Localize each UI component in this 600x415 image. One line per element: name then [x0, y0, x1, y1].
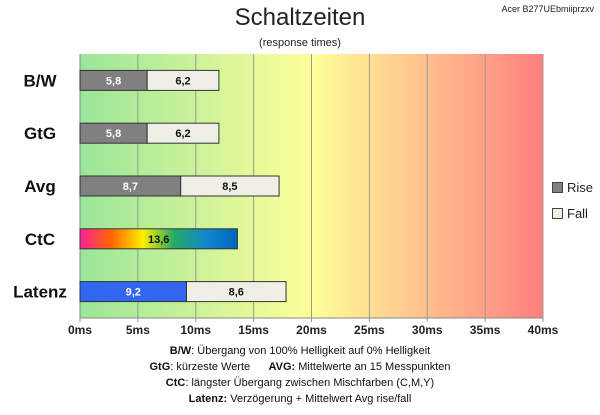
- legend-rise-label: Rise: [567, 180, 594, 195]
- bar-fall: [180, 175, 280, 197]
- category-label: Avg: [24, 177, 56, 196]
- x-tick-label: 25ms: [354, 323, 385, 337]
- x-tick-label: 0ms: [68, 323, 92, 337]
- category-label: CtC: [25, 230, 55, 249]
- bar-label-ctc: 13,6: [148, 234, 169, 246]
- x-tick-label: 20ms: [296, 323, 327, 337]
- x-tick-label: 15ms: [238, 323, 269, 337]
- legend-fall-label: Fall: [567, 206, 588, 221]
- bar-label-rise: 5,8: [106, 75, 121, 87]
- x-tick-label: 40ms: [528, 323, 559, 337]
- bar-fall: [146, 122, 220, 144]
- category-label: Latenz: [13, 283, 67, 302]
- legend-fall-swatch: [552, 208, 563, 219]
- note-latenz-text: Verzögerung + Mittelwert Avg rise/fall: [227, 393, 412, 405]
- note-latenz: Latenz: Verzögerung + Mittelwert Avg ris…: [0, 391, 600, 407]
- note-ctc: CtC: längster Übergang zwischen Mischfar…: [0, 375, 600, 391]
- x-tick-label: 5ms: [126, 323, 150, 337]
- note-bw: B/W: Übergang von 100% Helligkeit auf 0%…: [0, 343, 600, 359]
- bar-label-rise: 8,7: [123, 181, 138, 193]
- note-ctc-key: CtC: [165, 377, 186, 389]
- x-tick-label: 10ms: [180, 323, 211, 337]
- note-gtg-avg: GtG: kürzeste Werte AVG: Mittelwerte an …: [0, 359, 600, 375]
- note-ctc-text: : längster Übergang zwischen Mischfarben…: [185, 377, 435, 389]
- chart-notes: B/W: Übergang von 100% Helligkeit auf 0%…: [0, 343, 600, 407]
- note-gtg-key: GtG: [149, 361, 171, 373]
- note-bw-key: B/W: [169, 345, 192, 357]
- bar-label-fall: 8,5: [222, 181, 237, 193]
- note-gtg-text: : kürzeste Werte: [170, 361, 251, 373]
- bar-label-fall: 8,6: [229, 287, 244, 299]
- bar-label-fall: 6,2: [175, 75, 190, 87]
- monitor-model: Acer B277UEbmiiprzxv: [501, 4, 594, 14]
- legend-rise: Rise: [552, 180, 593, 195]
- legend-fall: Fall: [552, 206, 588, 221]
- x-tick-label: 30ms: [412, 323, 443, 337]
- note-bw-text: : Übergang von 100% Helligkeit auf 0% He…: [191, 345, 431, 357]
- legend-rise-swatch: [552, 182, 563, 193]
- x-tick-label: 35ms: [470, 323, 501, 337]
- chart-title: Schaltzeiten: [234, 4, 366, 31]
- bar-fall: [185, 281, 287, 303]
- note-latenz-key: Latenz:: [188, 393, 228, 405]
- category-label: B/W: [23, 71, 57, 90]
- category-label: GtG: [24, 124, 56, 143]
- bar-fall: [146, 69, 220, 91]
- bar-ctc: [79, 228, 238, 250]
- bar-label-fall: 6,2: [175, 128, 190, 140]
- chart-subtitle: (response times): [259, 37, 341, 49]
- bar-label-rise: 5,8: [106, 128, 121, 140]
- bar-label-rise: 9,2: [126, 287, 141, 299]
- note-avg-key: AVG:: [268, 361, 296, 373]
- note-avg-text: Mittelwerte an 15 Messpunkten: [295, 361, 451, 373]
